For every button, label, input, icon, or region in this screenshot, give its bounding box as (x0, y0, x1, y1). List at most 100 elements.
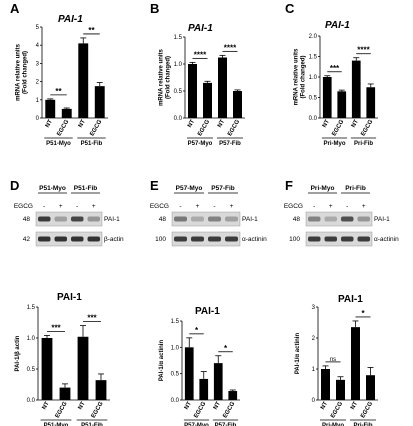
treatment-sign: - (43, 203, 45, 210)
treatment-sign: + (230, 203, 234, 210)
chart-title: PAI-1 (325, 20, 350, 31)
x-category-label: NT (320, 401, 329, 411)
blot-d: P51-Myo P51-Fib EGCG - + - +48 PAI-1 42 β-actin (14, 185, 124, 247)
blot-group-label: P51-Fib (74, 185, 98, 192)
y-axis-label: PAI-1/α actinin (159, 340, 165, 382)
blot-band (324, 216, 337, 222)
chart-d: PAI-1 0.0 0.5 1.0 1.5 PAI-1/β actin NT EGCG NT EG… (15, 292, 110, 426)
x-category-label: EGCG (330, 401, 344, 420)
protein-label: α-actinin (242, 236, 267, 243)
treatment-sign: + (196, 203, 200, 210)
y-tick-label: 1.5 (309, 55, 318, 61)
treatment-label: EGCG (284, 203, 303, 210)
x-category-label: EGCG (55, 401, 69, 420)
bar (45, 99, 56, 118)
y-tick-label: 0.5 (309, 96, 318, 102)
group-label: Pri-Myo (322, 423, 344, 426)
panel-letter-a: A (10, 1, 20, 16)
group-label: P51-Fib (81, 423, 103, 426)
blot-strip (171, 211, 241, 227)
panel-letter-b: B (150, 1, 159, 16)
bar (77, 336, 89, 400)
treatment-label: EGCG (14, 203, 33, 210)
bar (351, 327, 360, 400)
significance-label: ** (55, 87, 62, 96)
chart-a: PAI-1 0 1 2 3 4 5 mRNA relative units (Fold chan… (16, 14, 108, 147)
treatment-label: EGCG (150, 203, 169, 210)
group-label: P57-Fib (215, 423, 237, 426)
blot-band (225, 236, 238, 242)
y-tick-label: 0.0 (309, 116, 318, 122)
x-category-label: EGCG (89, 119, 103, 138)
bar (95, 380, 107, 400)
blot-strip (171, 231, 241, 247)
significance-label: ns (330, 357, 336, 363)
significance-label: **** (194, 50, 207, 59)
blot-group-label: Pri-Myo (311, 185, 335, 192)
significance-label: *** (330, 64, 340, 73)
molecular-weight-label: 42 (23, 236, 31, 243)
protein-label: PAI-1 (104, 216, 120, 223)
blot-e: P57-Myo P57-Fib EGCG - + - +48 PAI-1 100 α-actini… (150, 185, 267, 247)
group-label: Pri-Fib (354, 423, 373, 426)
panel-letter-e: E (150, 178, 159, 193)
x-category-label: EGCG (360, 401, 374, 420)
x-category-label: NT (217, 119, 226, 129)
y-tick-label: 5 (36, 25, 40, 31)
treatment-sign: - (213, 203, 215, 210)
y-tick-label: 1.0 (171, 345, 180, 351)
bar (233, 91, 242, 118)
treatment-sign: + (92, 203, 96, 210)
bar (41, 338, 53, 400)
group-label: P51-Fib (81, 141, 103, 147)
blot-band (225, 216, 238, 222)
bar (94, 86, 105, 118)
y-axis-label: PAI-1/β actin (15, 335, 21, 371)
bar (213, 363, 223, 400)
protein-label: PAI-1 (242, 216, 258, 223)
bar (321, 369, 330, 400)
group-label: P57-Fib (219, 141, 241, 147)
blot-band (38, 216, 51, 222)
treatment-sign: - (313, 203, 315, 210)
blot-strip (35, 211, 103, 227)
chart-title: PAI-1 (338, 294, 363, 305)
molecular-weight-label: 100 (289, 236, 300, 243)
blot-band (174, 216, 187, 222)
group-label: P51-Myo (44, 423, 69, 426)
bar (218, 57, 227, 118)
treatment-sign: - (179, 203, 181, 210)
y-tick-label: 0.0 (171, 398, 180, 404)
bar (366, 375, 375, 400)
group-label: P51-Myo (46, 141, 71, 147)
y-tick-label: 4 (36, 43, 40, 49)
molecular-weight-label: 48 (23, 216, 31, 223)
blot-band (38, 236, 51, 242)
treatment-sign: + (59, 203, 63, 210)
blot-band (71, 216, 84, 222)
protein-label: PAI-1 (374, 216, 390, 223)
blot-group-label: Pri-Fib (345, 185, 366, 192)
y-tick-label: 1 (36, 98, 40, 104)
significance-label: **** (224, 43, 237, 52)
y-tick-label: 3 (312, 305, 316, 311)
bar (59, 387, 71, 400)
y-tick-label: 0 (312, 398, 316, 404)
treatment-sign: - (76, 203, 78, 210)
x-category-label: NT (45, 119, 54, 129)
bar (228, 391, 238, 400)
significance-label: * (224, 344, 228, 353)
y-axis-label: mRNA relative units (294, 48, 300, 105)
y-tick-label: 0.5 (27, 367, 36, 373)
chart-b: PAI-1 0.0 0.5 1.0 1.5 mRNA relative units (Fol… (159, 23, 245, 147)
molecular-weight-label: 100 (155, 236, 166, 243)
blot-group-label: P57-Fib (211, 185, 235, 192)
x-category-label: EGCG (193, 401, 207, 420)
x-category-label: NT (213, 401, 222, 411)
x-category-label: NT (322, 119, 331, 129)
molecular-weight-label: 48 (293, 216, 301, 223)
blot-band (174, 236, 187, 242)
bar (78, 43, 89, 118)
